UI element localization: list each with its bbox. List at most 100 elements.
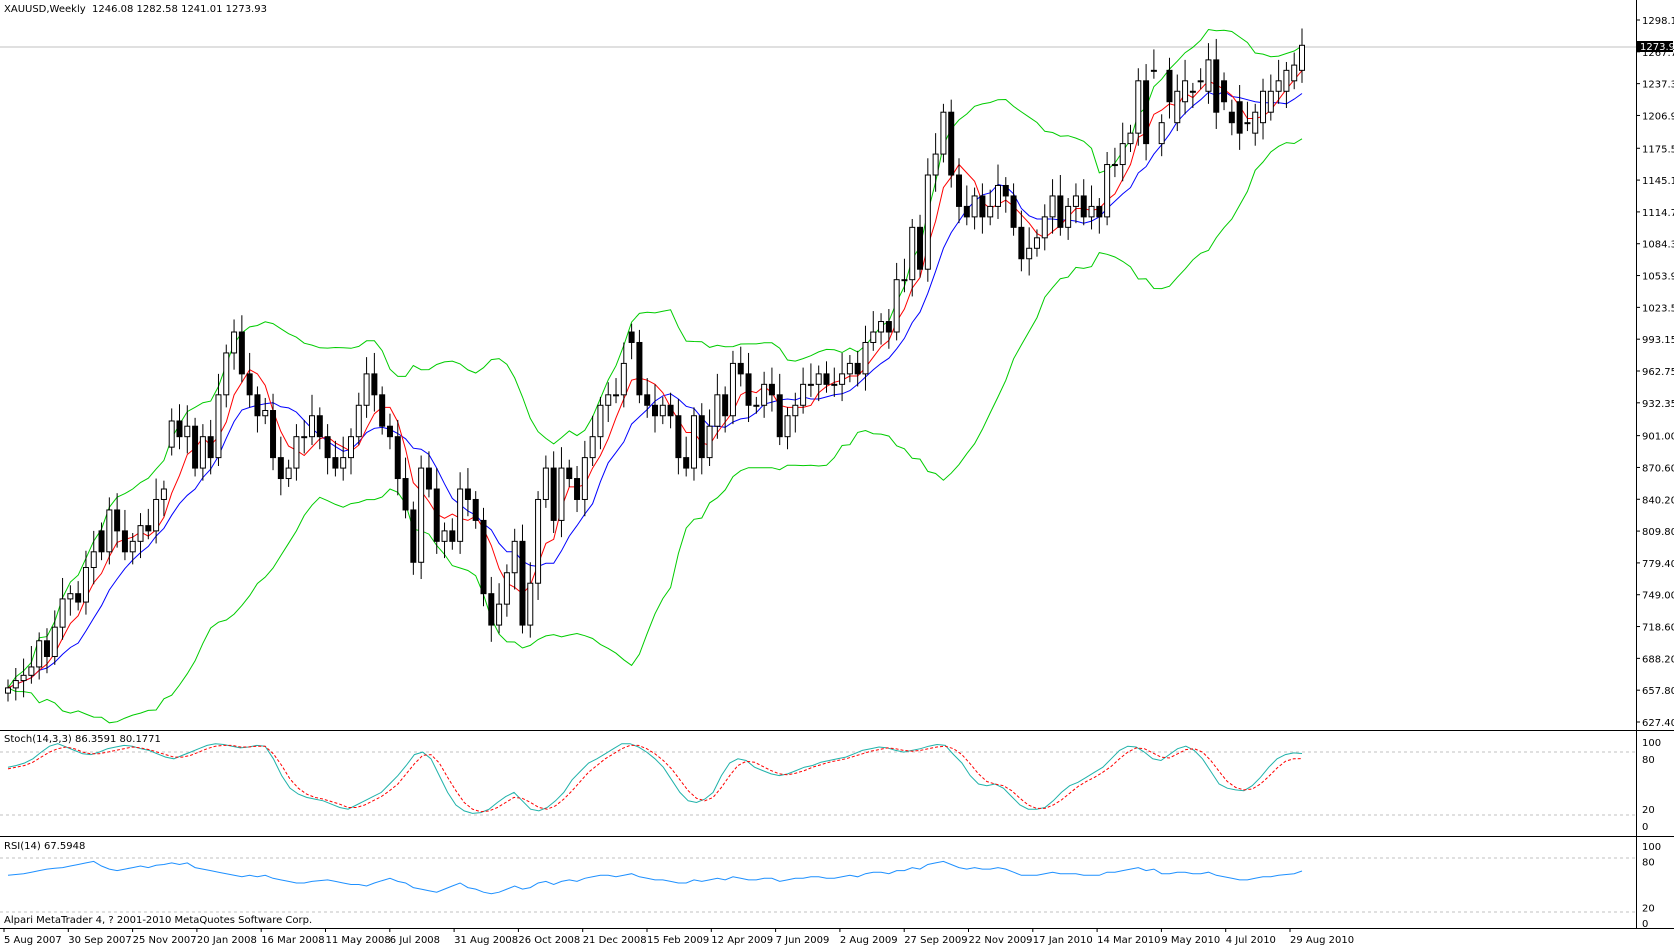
candle <box>355 392 362 446</box>
candle <box>246 352 253 408</box>
price-tick-label: 718.60 <box>1642 623 1674 634</box>
candle <box>1213 38 1220 129</box>
indicator-line-signal <box>7 744 1303 813</box>
price-tick-label: 962.75 <box>1642 367 1674 378</box>
stochastic-pane[interactable] <box>0 743 1636 816</box>
current-price-label: 1273.93 <box>1640 42 1674 53</box>
candle <box>90 530 97 585</box>
candle <box>223 344 230 408</box>
candle <box>1026 227 1033 276</box>
candle <box>433 468 440 554</box>
candle <box>722 386 729 433</box>
candle <box>613 378 620 404</box>
candle <box>1127 124 1134 152</box>
candle <box>1065 198 1072 240</box>
candle <box>129 532 136 565</box>
candle <box>1244 101 1251 132</box>
price-tick-label: 1053.95 <box>1642 272 1674 283</box>
price-tick-label: 1114.75 <box>1642 208 1674 219</box>
candle <box>535 491 542 600</box>
candle <box>137 513 144 559</box>
candle <box>347 428 354 475</box>
candle <box>542 455 549 508</box>
price-tick-label: 1023.55 <box>1642 303 1674 314</box>
price-chart-pane[interactable] <box>0 0 1636 730</box>
time-axis[interactable]: 5 Aug 2007 30 Sep 2007 25 Nov 2007 20 Jan 2… <box>3 928 1354 946</box>
candle <box>59 577 66 640</box>
candle <box>285 459 292 487</box>
candle <box>1111 147 1118 178</box>
candle <box>1018 210 1025 272</box>
candle <box>1174 74 1181 132</box>
time-tick-label: 6 Jul 2008 <box>390 935 440 946</box>
candle <box>207 419 214 475</box>
candle <box>1275 59 1282 104</box>
price-tick-label: 688.20 <box>1642 654 1674 665</box>
candle <box>488 576 495 642</box>
price-axis[interactable]: 1298.10 1267.70 1237.30 1206.90 1175.55 1145.… <box>1636 16 1674 729</box>
candle <box>114 493 121 548</box>
candle <box>1096 198 1103 234</box>
candle <box>277 436 284 496</box>
price-tick-label: 1237.30 <box>1642 80 1674 91</box>
candle <box>948 99 955 188</box>
candle <box>20 658 27 698</box>
candle <box>363 357 370 418</box>
copyright-text: Alpari MetaTrader 4, ? 2001-2010 MetaQuo… <box>4 915 313 926</box>
candle <box>846 355 853 383</box>
candle <box>82 550 89 615</box>
time-tick-label: 11 May 2008 <box>326 935 391 946</box>
candle <box>449 518 456 550</box>
candle <box>1236 84 1243 150</box>
time-tick-label: 17 Jan 2010 <box>1033 935 1093 946</box>
candle <box>262 397 269 425</box>
candle <box>215 373 222 466</box>
level-label: 80 <box>1642 755 1655 766</box>
candle <box>160 480 167 517</box>
candle <box>924 158 931 282</box>
candle <box>1049 179 1056 234</box>
time-tick-label: 7 Jun 2009 <box>776 935 830 946</box>
candle <box>1260 78 1267 140</box>
candle <box>698 403 705 475</box>
time-tick-label: 20 Jan 2008 <box>197 935 257 946</box>
candle <box>464 468 471 517</box>
indicator-line-main <box>7 743 1303 814</box>
price-tick-label: 1145.15 <box>1642 176 1674 187</box>
time-tick-label: 2 Aug 2009 <box>840 935 898 946</box>
time-tick-label: 4 Jul 2010 <box>1226 935 1276 946</box>
candle <box>1283 61 1290 109</box>
candle <box>690 407 697 481</box>
current-price-marker: 1273.93 <box>1637 41 1674 53</box>
candle <box>800 367 807 414</box>
candle <box>729 350 736 425</box>
candle <box>815 365 822 402</box>
rsi-pane[interactable] <box>0 857 1636 913</box>
candle <box>550 451 557 533</box>
candle <box>737 346 744 387</box>
candle <box>309 394 316 446</box>
price-tick-label: 870.60 <box>1642 463 1674 474</box>
candle <box>1299 28 1305 83</box>
candle <box>979 183 986 234</box>
price-tick-label: 779.40 <box>1642 559 1674 570</box>
time-tick-label: 16 Mar 2008 <box>261 935 324 946</box>
indicator-line-RSI(14) <box>7 860 1303 895</box>
candle <box>238 315 245 383</box>
candle <box>667 392 674 429</box>
candle <box>652 384 658 433</box>
candle <box>254 386 261 433</box>
candle <box>1088 185 1095 230</box>
candle <box>901 258 908 293</box>
candle <box>909 218 916 297</box>
candle <box>1119 122 1126 182</box>
candle <box>675 398 682 475</box>
candle <box>1135 68 1142 146</box>
candle <box>597 396 604 450</box>
candle <box>706 409 713 466</box>
candle <box>503 564 510 617</box>
candle <box>683 436 690 477</box>
price-tick-label: 1175.55 <box>1642 144 1674 155</box>
price-tick-label: 749.00 <box>1642 591 1674 602</box>
